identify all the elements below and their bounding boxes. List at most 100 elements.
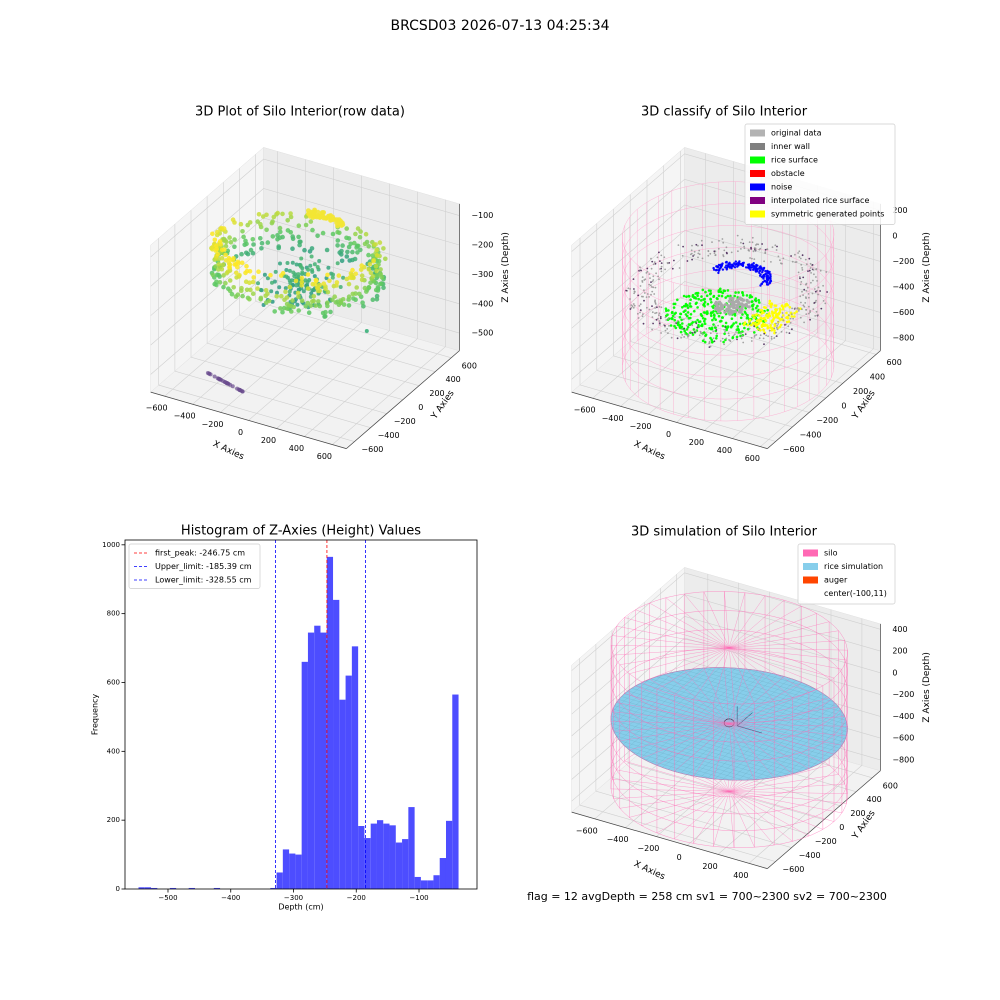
point — [667, 318, 670, 320]
point — [733, 294, 736, 298]
point — [700, 295, 703, 298]
z-tick-label: −600 — [892, 734, 914, 743]
figure-title: BRCSD03 2026-07-13 04:25:34 — [390, 18, 609, 34]
point — [219, 247, 225, 253]
silo-spoke — [665, 673, 730, 725]
point — [379, 274, 385, 280]
point — [701, 332, 704, 335]
silo-spoke — [728, 592, 746, 648]
point — [717, 271, 720, 275]
point — [788, 332, 791, 334]
point — [357, 291, 362, 297]
point — [679, 330, 683, 334]
silo-spoke — [729, 765, 830, 792]
point — [766, 308, 769, 312]
point — [350, 267, 355, 273]
point — [672, 306, 676, 309]
point — [735, 335, 739, 339]
point — [799, 257, 802, 260]
point — [339, 258, 345, 264]
silo-spoke — [729, 723, 775, 778]
silo-spoke — [616, 769, 730, 792]
point — [291, 270, 296, 275]
point — [730, 324, 733, 328]
point — [760, 309, 764, 312]
point — [633, 290, 636, 293]
silo-spoke — [684, 669, 730, 725]
point — [210, 272, 216, 278]
x-tick-label: −600 — [576, 826, 598, 835]
point — [755, 334, 758, 336]
point — [366, 244, 372, 249]
point — [794, 253, 796, 256]
histogram: −500 −400 −300 −200 −100 0 200 400 600 800 1000 Dep… — [91, 524, 478, 912]
point — [687, 334, 690, 337]
point — [255, 286, 260, 291]
silo-spoke — [729, 723, 793, 775]
bar — [383, 823, 390, 889]
point — [660, 332, 662, 334]
silo-spoke — [729, 640, 845, 648]
legend-label: original data — [771, 129, 822, 138]
point — [244, 287, 250, 293]
point — [702, 311, 706, 314]
point — [219, 266, 225, 272]
point — [648, 296, 650, 298]
point — [717, 314, 721, 318]
point — [754, 299, 758, 303]
point — [764, 269, 767, 273]
point — [740, 335, 743, 338]
point — [646, 306, 648, 309]
point — [778, 317, 782, 321]
z-tick-label: −400 — [892, 712, 914, 721]
point — [247, 296, 252, 302]
point — [792, 317, 794, 320]
point — [330, 231, 336, 237]
point — [637, 312, 639, 315]
point — [703, 338, 705, 341]
point — [753, 325, 755, 327]
point — [716, 265, 720, 269]
point — [788, 306, 792, 309]
z-tick-label: −800 — [892, 333, 914, 342]
point — [775, 322, 777, 325]
y-tick-label: 0 — [841, 401, 846, 410]
point — [719, 265, 723, 268]
point — [666, 262, 669, 264]
point — [308, 303, 314, 308]
point — [328, 309, 333, 315]
point — [795, 261, 798, 263]
z-tick-label: −400 — [471, 299, 493, 308]
point — [768, 276, 772, 280]
point — [310, 227, 315, 233]
point — [658, 278, 660, 281]
silo-spoke — [729, 697, 830, 725]
point — [762, 317, 765, 321]
point — [652, 275, 655, 278]
point — [769, 303, 773, 307]
bar — [370, 823, 377, 889]
point — [674, 322, 677, 325]
point — [759, 334, 762, 337]
point — [708, 326, 711, 330]
point — [696, 306, 699, 309]
legend-label: first_peak: -246.75 cm — [155, 549, 245, 558]
point — [751, 257, 753, 260]
point — [632, 303, 635, 305]
point — [308, 263, 313, 268]
point — [703, 304, 706, 308]
point — [709, 332, 712, 335]
point — [276, 245, 282, 251]
grid-line — [571, 204, 881, 303]
point — [352, 256, 358, 262]
point — [658, 312, 661, 315]
point — [247, 280, 252, 286]
point — [748, 250, 750, 252]
point — [701, 257, 704, 260]
point — [374, 272, 380, 278]
point — [736, 234, 739, 237]
bar — [402, 839, 409, 889]
point — [664, 316, 667, 319]
point — [232, 262, 238, 267]
point — [750, 323, 753, 327]
